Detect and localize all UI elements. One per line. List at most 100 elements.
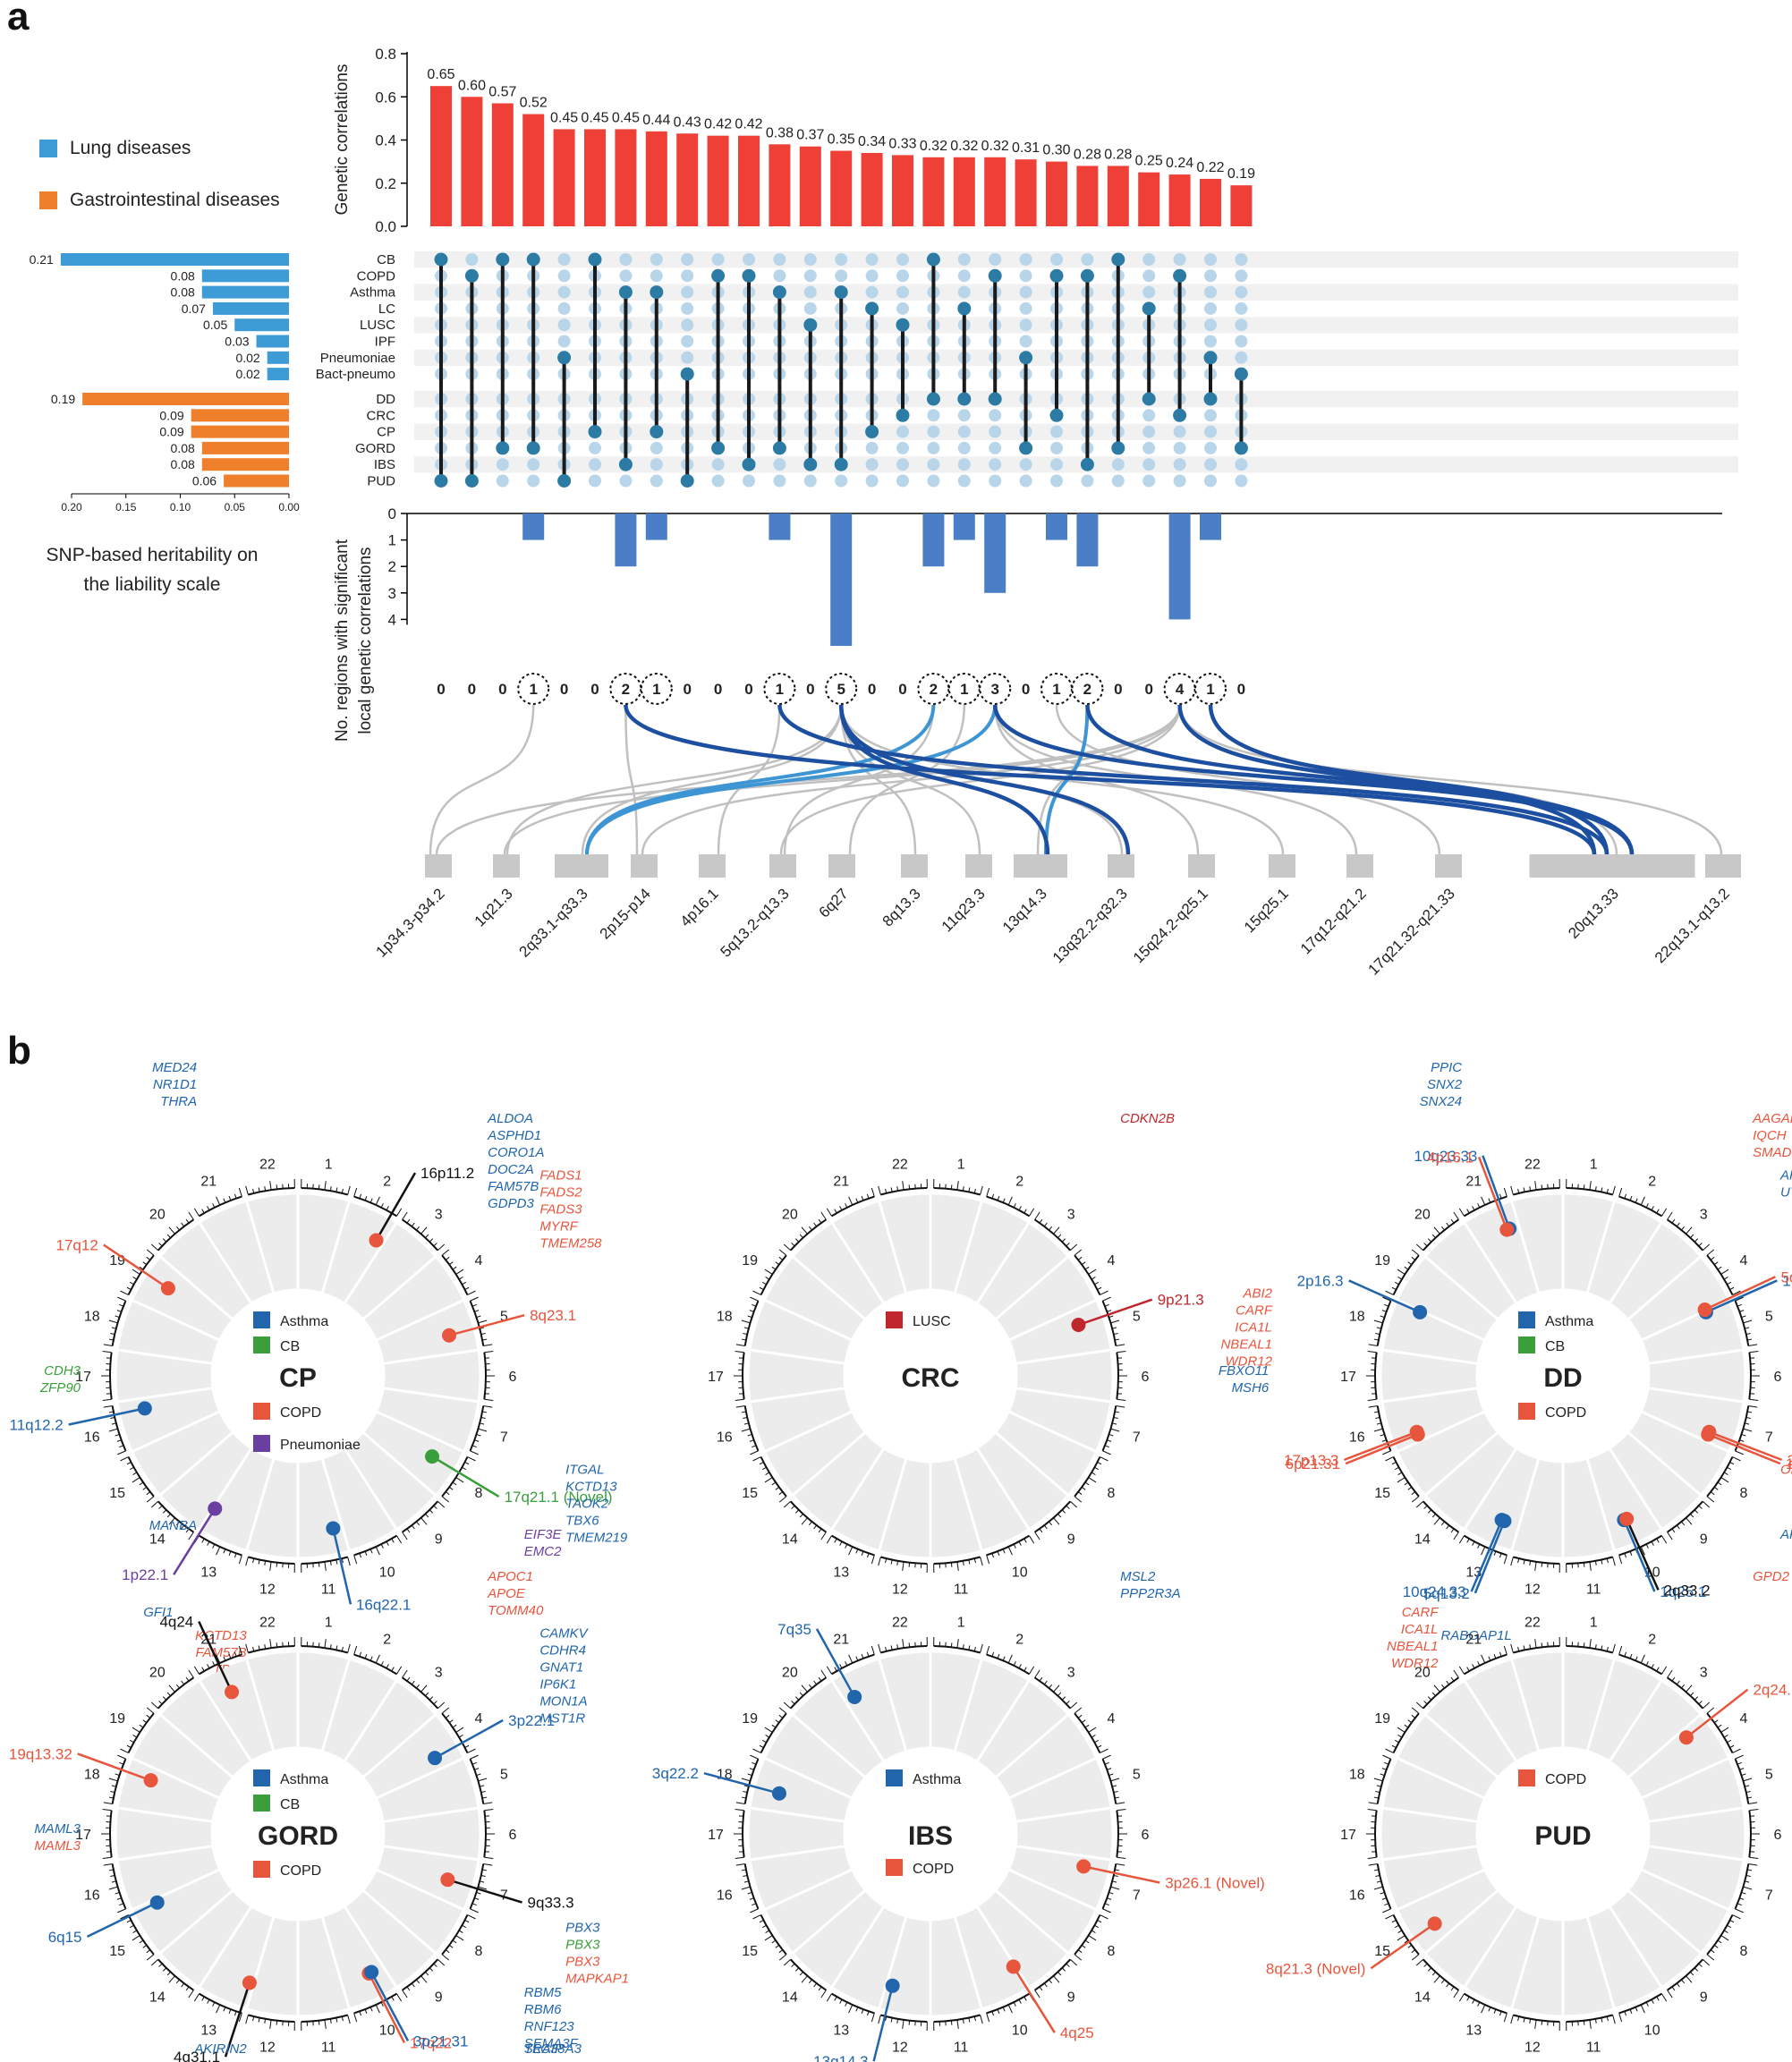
local-bar — [1200, 513, 1221, 540]
chromosome-tick — [108, 1778, 118, 1782]
region-label: 17q21.32-q21.33 — [1364, 885, 1457, 978]
matrix-dot-active — [434, 474, 448, 488]
chromosome-number: 20 — [149, 1666, 166, 1681]
annotation-dot — [847, 1689, 862, 1704]
chromosome-tick — [437, 1701, 446, 1710]
chromosome-tick — [1729, 1286, 1735, 1290]
chromosome-number: 5 — [1133, 1767, 1141, 1782]
matrix-dot — [957, 425, 971, 438]
chromosome-arc — [402, 1958, 439, 1991]
matrix-dot — [619, 253, 633, 266]
chromosome-tick — [1723, 1277, 1728, 1280]
chromosome-tick — [380, 1661, 384, 1667]
region-link-dark — [1208, 704, 1609, 855]
gc-bar-label: 0.45 — [550, 110, 578, 125]
chromosome-tick — [743, 1880, 749, 1883]
chromosome-tick — [986, 1645, 990, 1655]
chromosome-tick — [1057, 1692, 1062, 1697]
matrix-dot-active — [557, 351, 572, 365]
chromosome-tick — [759, 1462, 764, 1465]
chromosome-tick — [1074, 1707, 1083, 1714]
gene-name: WDR12 — [1391, 1656, 1439, 1671]
matrix-dot — [773, 269, 786, 283]
chromosome-tick — [150, 1701, 159, 1710]
circos-separator — [976, 1447, 1031, 1530]
chromosome-tick — [1382, 1908, 1391, 1914]
chromosome-number: 19 — [1374, 1711, 1390, 1727]
chromosome-tick — [110, 1416, 115, 1420]
chromosome-tick — [1686, 1684, 1693, 1693]
matrix-dot — [896, 425, 909, 438]
chromosome-tick — [228, 1654, 232, 1659]
chromosome-tick — [471, 1761, 477, 1765]
gene-name: TBX6 — [565, 1513, 599, 1528]
chromosome-number: 9 — [1700, 1532, 1708, 1547]
annotation-label: 8q21.3 (Novel) — [1266, 1960, 1366, 1977]
chromosome-tick — [752, 1456, 761, 1462]
region-block — [425, 854, 452, 878]
chromosome-tick — [986, 1187, 990, 1197]
chromosome-arc — [742, 1810, 745, 1858]
chromosome-tick — [150, 1500, 159, 1508]
annotation-leader — [1708, 1430, 1783, 1462]
chromosome-tick — [1433, 1975, 1440, 1983]
chromosome-arc — [760, 1712, 787, 1753]
circos-separator — [1627, 1713, 1702, 1778]
herit-lung-bar — [234, 318, 289, 332]
region-label: 22q13.1-q13.2 — [1652, 885, 1733, 966]
chromosome-number: 7 — [1133, 1430, 1141, 1446]
chromosome-tick — [1376, 1880, 1381, 1883]
chromosome-arc — [157, 1500, 194, 1533]
chromosome-tick — [1373, 1411, 1379, 1413]
chromosome-tick — [483, 1405, 493, 1408]
annotation-label: 3p22.1 — [508, 1712, 555, 1729]
chromosome-arc — [789, 1218, 827, 1252]
matrix-row-shade — [414, 391, 1738, 408]
chromosome-arc — [1074, 1254, 1101, 1295]
chromosome-tick — [1433, 1517, 1440, 1525]
matrix-dot-active — [1049, 268, 1064, 283]
chromosome-tick — [1739, 1768, 1745, 1770]
herit-gi-bar — [201, 458, 289, 471]
chromosome-tick — [1661, 1535, 1668, 1544]
chromosome-arc — [1667, 1958, 1704, 1991]
matrix-dot — [557, 269, 571, 283]
circos-legend-label: COPD — [1545, 1772, 1586, 1787]
chromosome-tick — [1745, 1874, 1751, 1878]
chromosome-tick — [980, 2015, 983, 2024]
chromosome-tick — [1397, 1727, 1406, 1733]
chromosome-tick — [1493, 1654, 1497, 1659]
annotation-label: 1q25.1 — [1660, 1583, 1706, 1600]
chromosome-tick — [146, 1496, 155, 1503]
chromosome-tick — [855, 1549, 859, 1554]
chromosome-tick — [353, 2013, 358, 2023]
chromosome-tick — [1635, 1198, 1638, 1203]
chromosome-tick — [813, 1680, 818, 1685]
herit-lung-bar-label: 0.07 — [182, 301, 206, 316]
chromosome-tick — [369, 1198, 373, 1203]
matrix-dot — [650, 441, 663, 454]
matrix-dot — [557, 285, 571, 299]
chromosome-tick — [1423, 1243, 1428, 1247]
chromosome-tick — [445, 1256, 450, 1260]
annotation-dot — [364, 1964, 379, 1980]
gene-name: GNAT1 — [539, 1660, 583, 1676]
chromosome-tick — [741, 1796, 746, 1799]
gene-name: KCTD13 — [565, 1479, 617, 1494]
chromosome-tick — [1431, 1971, 1436, 1976]
chromosome-number: 9 — [435, 1532, 443, 1547]
chromosome-tick — [471, 1903, 477, 1906]
circos-separator — [362, 1713, 437, 1778]
chromosome-tick — [1411, 1249, 1420, 1256]
gene-name: MAPKAP1 — [565, 1971, 629, 1986]
chromosome-tick — [1102, 1908, 1111, 1914]
chromosome-number: 1 — [1590, 1157, 1598, 1172]
chromosome-number: 21 — [1465, 1175, 1482, 1190]
chromosome-tick — [175, 1521, 180, 1526]
chromosome-number: 10 — [1012, 1565, 1028, 1580]
circos-separator — [953, 1916, 983, 2009]
gc-bar-label: 0.37 — [796, 128, 824, 143]
chromosome-tick — [1100, 1748, 1108, 1753]
chromosome-arc — [1374, 1810, 1378, 1858]
chromosome-tick — [1702, 1701, 1711, 1710]
